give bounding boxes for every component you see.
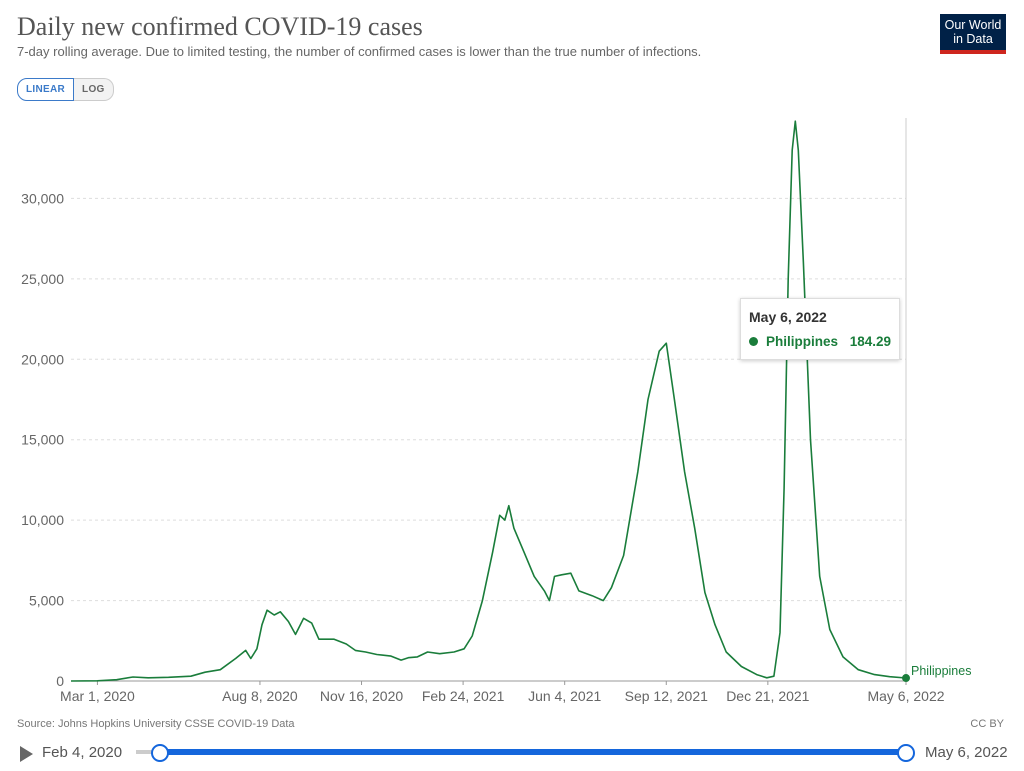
chart-subtitle: 7-day rolling average. Due to limited te… — [17, 44, 702, 59]
y-tick-label: 0 — [56, 673, 64, 689]
x-tick-label: May 6, 2022 — [867, 688, 944, 704]
tooltip-value: 184.29 — [849, 334, 891, 349]
chart-title: Daily new confirmed COVID-19 cases — [17, 12, 423, 41]
x-axis-ticks: Mar 1, 2020 Aug 8, 2020 Nov 16, 2020 Feb 24… — [60, 681, 945, 704]
x-tick-label: Aug 8, 2020 — [222, 688, 298, 704]
tooltip-series-name: Philippines — [766, 334, 839, 349]
source-note[interactable]: Source: Johns Hopkins University CSSE CO… — [17, 718, 295, 730]
logo-line-2: in Data — [953, 32, 993, 46]
tooltip-row: Philippines 184.29 — [749, 334, 891, 349]
timeline-end-handle[interactable] — [897, 744, 915, 762]
x-tick-label: Nov 16, 2020 — [320, 688, 403, 704]
tooltip-date: May 6, 2022 — [749, 309, 827, 325]
timeline-start-handle[interactable] — [151, 744, 169, 762]
log-scale-button[interactable]: LOG — [74, 78, 114, 101]
x-tick-label: Jun 4, 2021 — [528, 688, 601, 704]
tooltip: May 6, 2022 Philippines 184.29 — [740, 298, 900, 360]
scale-toggle: LINEAR LOG — [17, 78, 114, 101]
series-end-label[interactable]: Philippines — [911, 664, 971, 678]
y-tick-label: 15,000 — [21, 432, 64, 448]
timeline: Feb 4, 2020 May 6, 2022 — [0, 738, 1024, 768]
grid-lines — [71, 197, 906, 682]
line-chart: 0 5,000 10,000 15,000 20,000 25,000 30,000 Mar… — [21, 118, 971, 704]
y-tick-label: 25,000 — [21, 271, 64, 287]
timeline-track[interactable] — [136, 750, 156, 754]
linear-scale-button[interactable]: LINEAR — [17, 78, 75, 101]
timeline-start-label: Feb 4, 2020 — [42, 744, 123, 761]
x-tick-label: Sep 12, 2021 — [625, 688, 709, 704]
y-tick-label: 10,000 — [21, 512, 64, 528]
y-tick-label: 20,000 — [21, 351, 64, 367]
series-line-philippines[interactable] — [70, 120, 907, 682]
series-end-dot[interactable] — [902, 674, 910, 683]
y-axis-ticks: 0 5,000 10,000 15,000 20,000 25,000 30,000 — [21, 190, 64, 689]
play-icon[interactable] — [20, 746, 33, 762]
license-link[interactable]: CC BY — [970, 718, 1004, 730]
owid-logo[interactable]: Our World in Data — [940, 14, 1006, 54]
timeline-selected-range[interactable] — [158, 749, 906, 755]
logo-line-1: Our World — [944, 18, 1002, 32]
y-tick-label: 30,000 — [21, 190, 64, 206]
series-dot-icon — [749, 337, 758, 346]
x-tick-label: Mar 1, 2020 — [60, 688, 135, 704]
timeline-end-label: May 6, 2022 — [925, 744, 1008, 761]
y-tick-label: 5,000 — [29, 593, 64, 609]
x-tick-label: Dec 21, 2021 — [726, 688, 809, 704]
x-tick-label: Feb 24, 2021 — [422, 688, 505, 704]
